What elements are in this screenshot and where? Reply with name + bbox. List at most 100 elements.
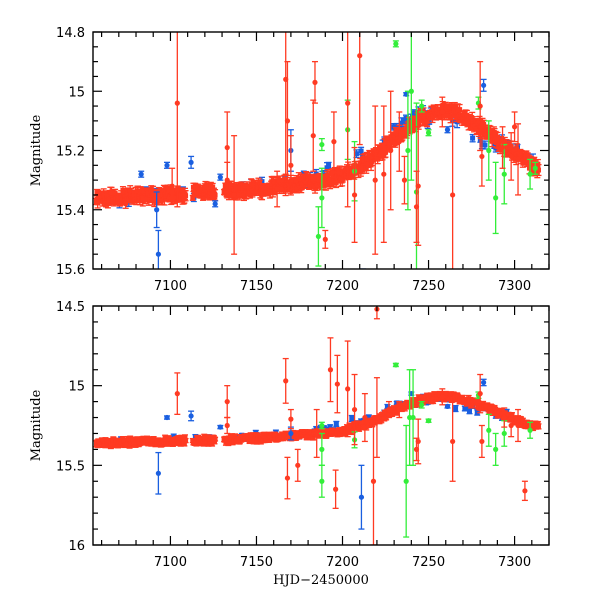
data-point: [470, 135, 476, 141]
outlier-point-red: [351, 146, 358, 243]
outlier-point-red: [224, 161, 231, 199]
outlier-point-blue: [188, 155, 195, 169]
trend-point-blue: [469, 133, 476, 143]
outlier-point-red: [449, 105, 456, 269]
data-point: [502, 139, 508, 145]
outlier-point-red: [330, 111, 337, 172]
data-point: [168, 187, 174, 193]
data-point: [183, 193, 189, 199]
trend-point-blue: [325, 161, 332, 169]
trend-point-red: [182, 189, 189, 202]
outlier-point-red: [415, 126, 422, 246]
data-point: [283, 187, 289, 193]
panel-bottom: 7100 7150 7200 7250 730014.51515.516Magnitud…: [29, 300, 550, 570]
data-point: [247, 192, 253, 198]
outlier-point-blue: [153, 191, 160, 229]
outlier-point-red: [310, 99, 317, 172]
data-point: [430, 113, 436, 119]
outlier-point-green: [485, 120, 492, 181]
data-point: [415, 183, 421, 189]
data-point: [322, 236, 328, 242]
data-point: [444, 127, 451, 133]
data-point: [479, 153, 485, 160]
panel-top: 7100 7150 7200 7250 7300 14.8 15 15.2 15.4 15.6 Ma…: [29, 26, 550, 294]
data-point: [212, 201, 218, 207]
y-tick-label: 15.4: [56, 204, 85, 219]
outlier-point-red: [380, 105, 387, 243]
outlier-point-red: [231, 135, 238, 255]
data-point: [381, 171, 387, 177]
plot-area: [93, 32, 542, 277]
data-point: [411, 116, 417, 122]
data-point: [384, 404, 390, 410]
data-point: [333, 421, 339, 427]
data-point: [95, 443, 101, 449]
data-point: [372, 177, 378, 183]
outlier-point-green: [318, 167, 325, 229]
outlier-point-red: [372, 105, 379, 255]
y-tick-label: 15: [68, 85, 85, 100]
data-point: [493, 195, 499, 201]
data-point: [393, 129, 399, 135]
data-point: [536, 167, 542, 173]
data-point: [514, 147, 520, 153]
data-point: [195, 184, 201, 190]
data-point: [236, 193, 242, 199]
outlier-point-blue: [163, 161, 170, 169]
data-point: [169, 183, 175, 189]
outlier-point-green: [425, 129, 432, 137]
data-point: [319, 195, 325, 201]
data-point: [310, 133, 316, 139]
data-point: [179, 187, 185, 193]
trend-point-red: [359, 165, 366, 173]
y-tick-label: 15.6: [56, 263, 85, 278]
x-tick-label: 7300: [498, 279, 531, 294]
outlier-point-blue: [212, 200, 219, 208]
data-point: [532, 165, 538, 171]
data-point: [453, 406, 459, 412]
data-point: [393, 41, 399, 47]
x-tick-label: 7100: [154, 279, 187, 294]
data-point: [425, 130, 432, 136]
x-tick-label: 7250: [412, 279, 445, 294]
data-point: [358, 148, 364, 154]
outlier-point-green: [527, 158, 534, 190]
data-point: [411, 110, 417, 116]
plot-area: [93, 306, 542, 545]
y-tick-label: 14.8: [56, 26, 85, 41]
data-point: [467, 408, 473, 414]
data-point: [419, 103, 425, 109]
data-point: [375, 155, 381, 161]
data-point: [442, 113, 448, 119]
y-axis-title: Magnitude: [29, 114, 44, 186]
outlier-point-red: [174, 32, 181, 208]
data-point: [396, 139, 402, 145]
data-point: [421, 119, 427, 125]
data-point: [403, 115, 409, 121]
data-point: [398, 120, 404, 126]
data-point: [274, 186, 280, 192]
data-point: [361, 272, 366, 277]
outlier-point-green: [532, 161, 539, 175]
outlier-point-blue: [138, 170, 145, 178]
data-point: [315, 233, 322, 240]
outlier-point-green: [418, 99, 425, 113]
data-point: [501, 171, 507, 177]
x-tick-label: 7200: [326, 279, 359, 294]
data-point: [288, 162, 294, 168]
y-tick-label: 15.2: [56, 145, 85, 160]
data-point: [111, 199, 117, 205]
outlier-point-red: [169, 167, 176, 205]
data-point: [95, 200, 101, 206]
outlier-point-blue: [155, 229, 162, 269]
outlier-point-green: [404, 90, 411, 211]
data-point: [325, 172, 331, 178]
trend-point-blue: [452, 405, 459, 413]
data-point: [231, 192, 237, 198]
data-point: [155, 251, 161, 257]
data-point: [495, 134, 501, 140]
outlier-point-red: [344, 32, 351, 208]
data-point: [321, 425, 327, 431]
data-point: [366, 415, 372, 421]
data-point: [319, 141, 325, 148]
